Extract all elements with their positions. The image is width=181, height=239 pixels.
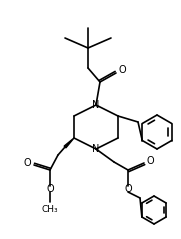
Text: N: N (92, 100, 100, 110)
Text: O: O (118, 65, 126, 75)
Text: N: N (92, 144, 100, 154)
Text: O: O (46, 184, 54, 194)
Text: O: O (124, 184, 132, 194)
Polygon shape (64, 138, 74, 148)
Text: O: O (23, 158, 31, 168)
Text: CH₃: CH₃ (42, 206, 58, 214)
Text: O: O (146, 156, 154, 166)
